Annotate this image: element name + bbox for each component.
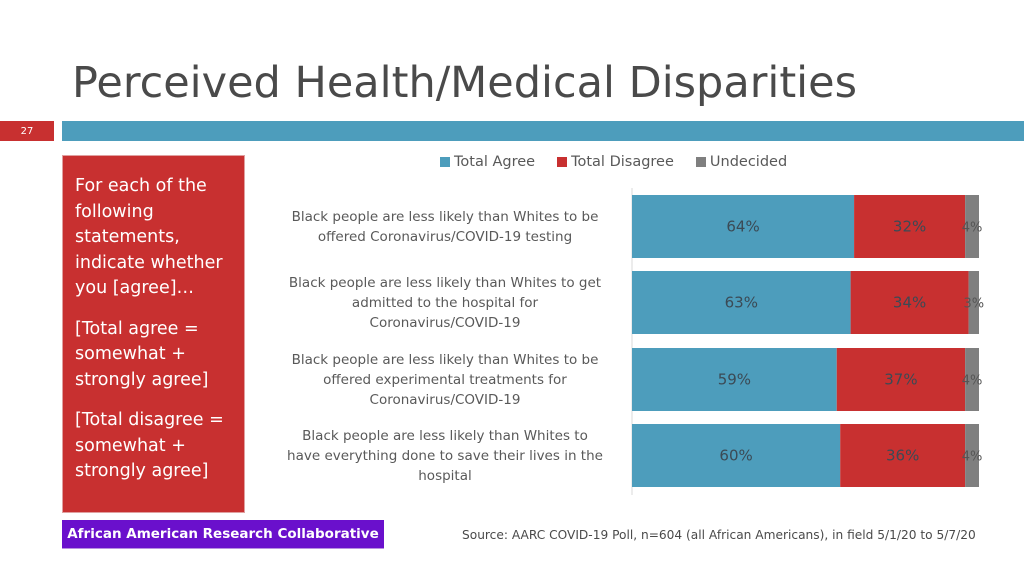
- category-label-line: Black people are less likely than Whites…: [291, 351, 599, 368]
- legend-label-agree: Total Agree: [454, 154, 536, 170]
- category-label-line: Black people are less likely than Whites…: [291, 208, 599, 225]
- bar-segment-undecided: [965, 424, 979, 487]
- chart-legend: Total Agree Total Disagree Undecided: [440, 154, 787, 170]
- bar-segment-disagree: [840, 424, 966, 487]
- legend-item-undecided: Undecided: [695, 154, 788, 170]
- legend-swatch-agree: [440, 157, 450, 167]
- category-label: Black people are less likely than Whites…: [260, 350, 630, 410]
- bar-segment-disagree: [850, 271, 969, 334]
- bar-segment-undecided: [965, 348, 979, 411]
- bar-segment-disagree: [836, 348, 966, 411]
- category-label-line: Coronavirus/COVID-19: [369, 391, 521, 408]
- data-label-disagree: 36%: [886, 447, 919, 465]
- data-label-agree: 63%: [725, 294, 758, 312]
- organization-badge: African American Research Collaborative: [62, 520, 384, 549]
- category-label: Black people are less likely than Whites…: [260, 207, 630, 247]
- category-label-line: Black people are less likely than Whites…: [288, 274, 602, 291]
- category-label: Black people are less likely than Whites…: [260, 273, 630, 333]
- legend-label-disagree: Total Disagree: [571, 154, 674, 170]
- data-label-undecided: 4%: [962, 221, 983, 236]
- data-label-disagree: 37%: [884, 371, 917, 389]
- bar-segment-agree: [632, 271, 851, 334]
- bar-segment-undecided: [968, 271, 979, 334]
- data-label-disagree: 34%: [893, 294, 926, 312]
- category-label-line: hospital: [418, 467, 472, 484]
- bar-segment-agree: [632, 424, 841, 487]
- data-label-undecided: 4%: [962, 450, 983, 465]
- data-label-agree: 64%: [726, 218, 759, 236]
- slide-title: Perceived Health/Medical Disparities: [72, 58, 857, 108]
- legend-item-agree: Total Agree: [440, 154, 535, 170]
- category-label-line: admitted to the hospital for: [351, 294, 539, 311]
- bar-segment-disagree: [854, 195, 966, 258]
- title-accent-bar: [62, 121, 1024, 141]
- slide-number: 27: [0, 121, 54, 141]
- source-note: Source: AARC COVID-19 Poll, n=604 (all A…: [462, 528, 976, 542]
- bar-segment-agree: [632, 195, 855, 258]
- data-label-agree: 59%: [718, 371, 751, 389]
- bar-segment-undecided: [965, 195, 979, 258]
- total-agree-definition: [Total agree = somewhat + strongly agree…: [75, 318, 209, 390]
- legend-item-disagree: Total Disagree: [557, 154, 674, 170]
- category-label-line: offered experimental treatments for: [323, 371, 567, 388]
- legend-label-undecided: Undecided: [709, 154, 788, 170]
- question-note-box: For each of the following statements, in…: [62, 155, 245, 513]
- data-label-undecided: 4%: [962, 374, 983, 389]
- data-label-disagree: 32%: [893, 218, 926, 236]
- legend-swatch-undecided: [695, 157, 706, 167]
- category-label-line: Coronavirus/COVID-19: [369, 314, 521, 331]
- legend-swatch-disagree: [557, 157, 568, 167]
- data-label-agree: 60%: [719, 447, 752, 465]
- total-disagree-definition: [Total disagree = somewhat + strongly ag…: [75, 410, 224, 481]
- data-label-undecided: 3%: [963, 297, 984, 312]
- category-label: Black people are less likely than Whites…: [260, 426, 630, 486]
- category-label-line: have everything done to save their lives…: [287, 447, 603, 464]
- category-label-line: offered Coronavirus/COVID-19 testing: [317, 228, 573, 245]
- bar-segment-agree: [632, 348, 837, 411]
- category-label-line: Black people are less likely than Whites…: [302, 427, 588, 444]
- question-text: For each of the following statements, in…: [75, 176, 223, 298]
